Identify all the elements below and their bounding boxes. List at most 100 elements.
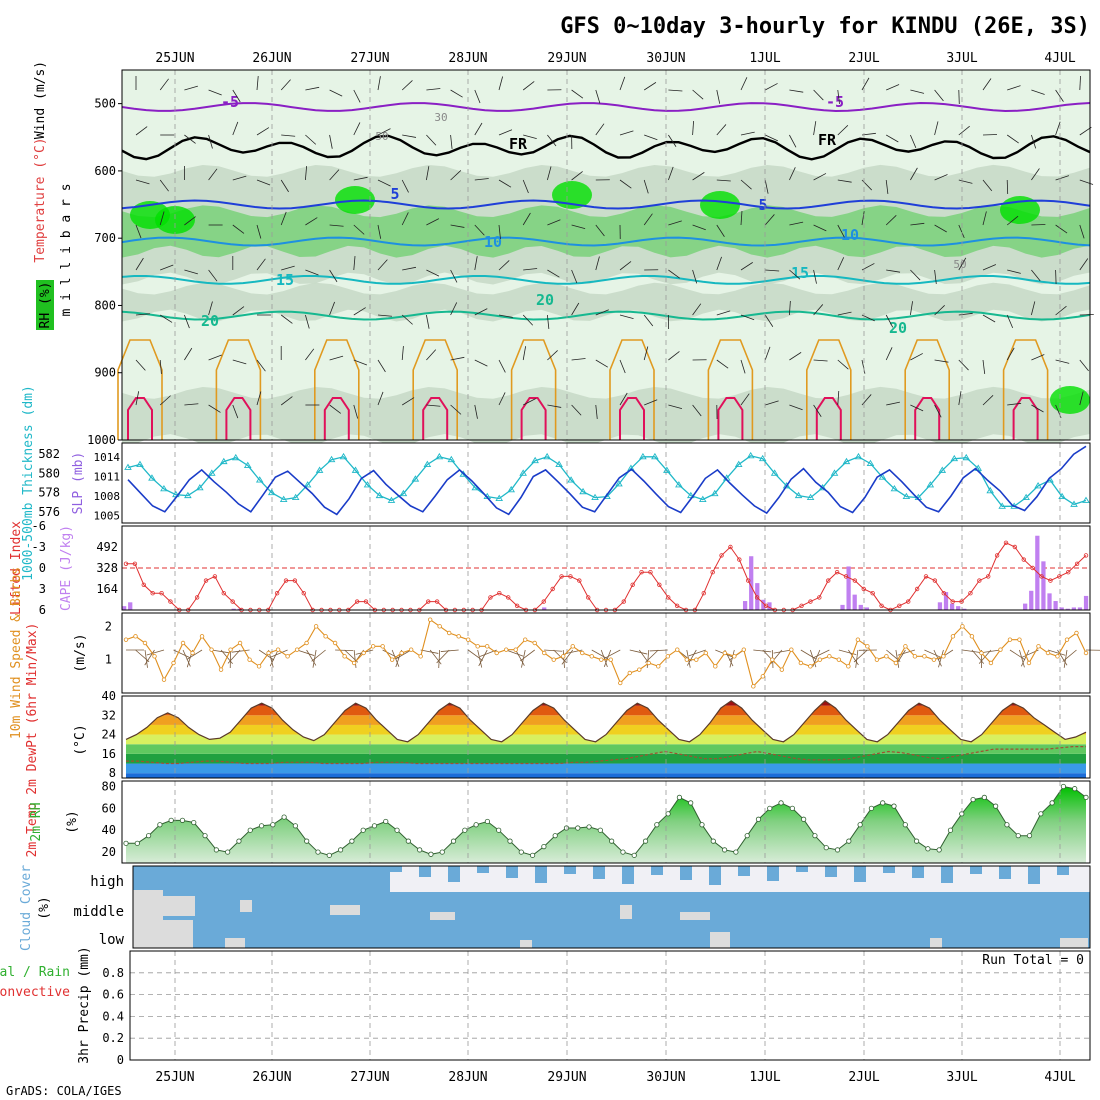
wind-barb [595,123,605,136]
rh2m-marker [134,840,140,846]
wind10m-marker [342,654,347,659]
precip-tick-label: 0.2 [102,1031,124,1045]
wind10m-marker [190,650,195,656]
wind-barb [377,179,391,187]
precip-frame [129,950,1091,1061]
wind-barb [208,354,222,361]
wind-barb [401,80,413,91]
thickness-marker [220,457,228,465]
wind-frame [121,612,1091,694]
isotherm-warm [707,339,754,440]
thickness-marker [160,484,168,492]
wind10m-barb [629,649,648,655]
wind-barb [377,259,388,271]
wind-barb [135,313,150,316]
cape-bar [1053,601,1058,610]
li-marker [861,586,866,592]
cape-bar [1083,595,1089,610]
rh2m-marker [439,849,445,855]
wind10m-marker [1036,644,1041,649]
thickness-marker [806,493,815,501]
wind10m-marker [323,634,328,639]
wind10m-barb [1047,649,1066,656]
wind-barb [498,314,513,318]
rh2m-marker [925,846,931,852]
li-marker [283,578,289,583]
wind-barb [450,134,453,149]
cape-bar [1059,607,1064,610]
thickness-marker [423,460,432,467]
wind-barb [135,224,142,239]
date-label-top: 30JUN [646,51,685,66]
rh2m-marker [755,816,762,822]
wind-barb [595,359,609,368]
li-marker [150,591,155,596]
cape-tick-label: 328 [96,561,118,575]
rh2m-marker [699,822,705,828]
rh2m-marker [902,822,908,828]
wind-barb [208,404,221,413]
wind-barb [1055,359,1070,364]
precip-legend-convective: Convective [0,985,70,1000]
wind-barb [716,310,731,316]
cloud-high-patch [970,866,982,874]
li-marker [514,603,520,608]
thickness-marker [998,502,1006,509]
slp-axis-label: SLP (mb) [71,452,86,515]
wind10m-marker [523,637,528,642]
wind10m-barb [649,649,668,652]
wind10m-marker [1045,650,1051,656]
wind-barb [522,179,529,194]
wind-barb [619,76,626,91]
date-label-bottom: 1JUL [749,1070,780,1085]
wind-barb [184,269,198,275]
date-label-bottom: 25JUN [155,1070,194,1085]
wind-barb [1007,269,1021,274]
wind-barb [184,314,190,329]
wind-barb [353,122,361,136]
rh2m-marker [337,847,344,853]
wind-barb [789,301,791,316]
wind-barb [1079,391,1084,406]
isotherm-warm [313,339,360,440]
contour-label: 20 [201,312,219,330]
wind10m-marker [275,647,281,652]
wind10m-unit-label: (m/s) [73,633,88,672]
wind-barb [426,218,440,226]
wind10m-marker [998,647,1003,652]
wind-barb [861,394,872,406]
rh2m-marker [981,794,987,801]
wind10m-barb [937,649,954,661]
wind10m-marker [950,634,956,639]
wind-barb [522,346,527,361]
wind10m-marker [351,660,357,666]
cape-bar [864,607,870,610]
wind-barb [232,175,247,181]
wind-barb [159,78,169,91]
wind-barb [1006,347,1015,361]
cloud-high-patch [912,866,924,878]
li-marker [746,578,751,583]
wind-barb [353,89,361,103]
wind10m-marker [161,677,167,682]
li-marker [817,595,822,600]
wind10m-marker [760,674,766,679]
rh2m-marker [631,852,637,858]
wind-barb [353,307,366,316]
wind10m-barb [1021,649,1030,667]
li-marker [621,599,626,604]
wind10m-marker [808,664,813,669]
wind-barb [353,224,365,235]
wind-barb [135,179,150,185]
li-marker [212,574,218,579]
thickness-marker [399,489,408,497]
rh2m-marker [880,800,886,806]
wind-barb [232,224,245,234]
slp-line [127,445,1087,516]
li-marker [1048,578,1053,583]
thickness-marker [327,455,336,463]
li-marker [550,586,555,592]
cloud-clear-block [520,940,532,948]
wind10m-marker [684,657,689,662]
isotherm-hot [914,397,941,440]
